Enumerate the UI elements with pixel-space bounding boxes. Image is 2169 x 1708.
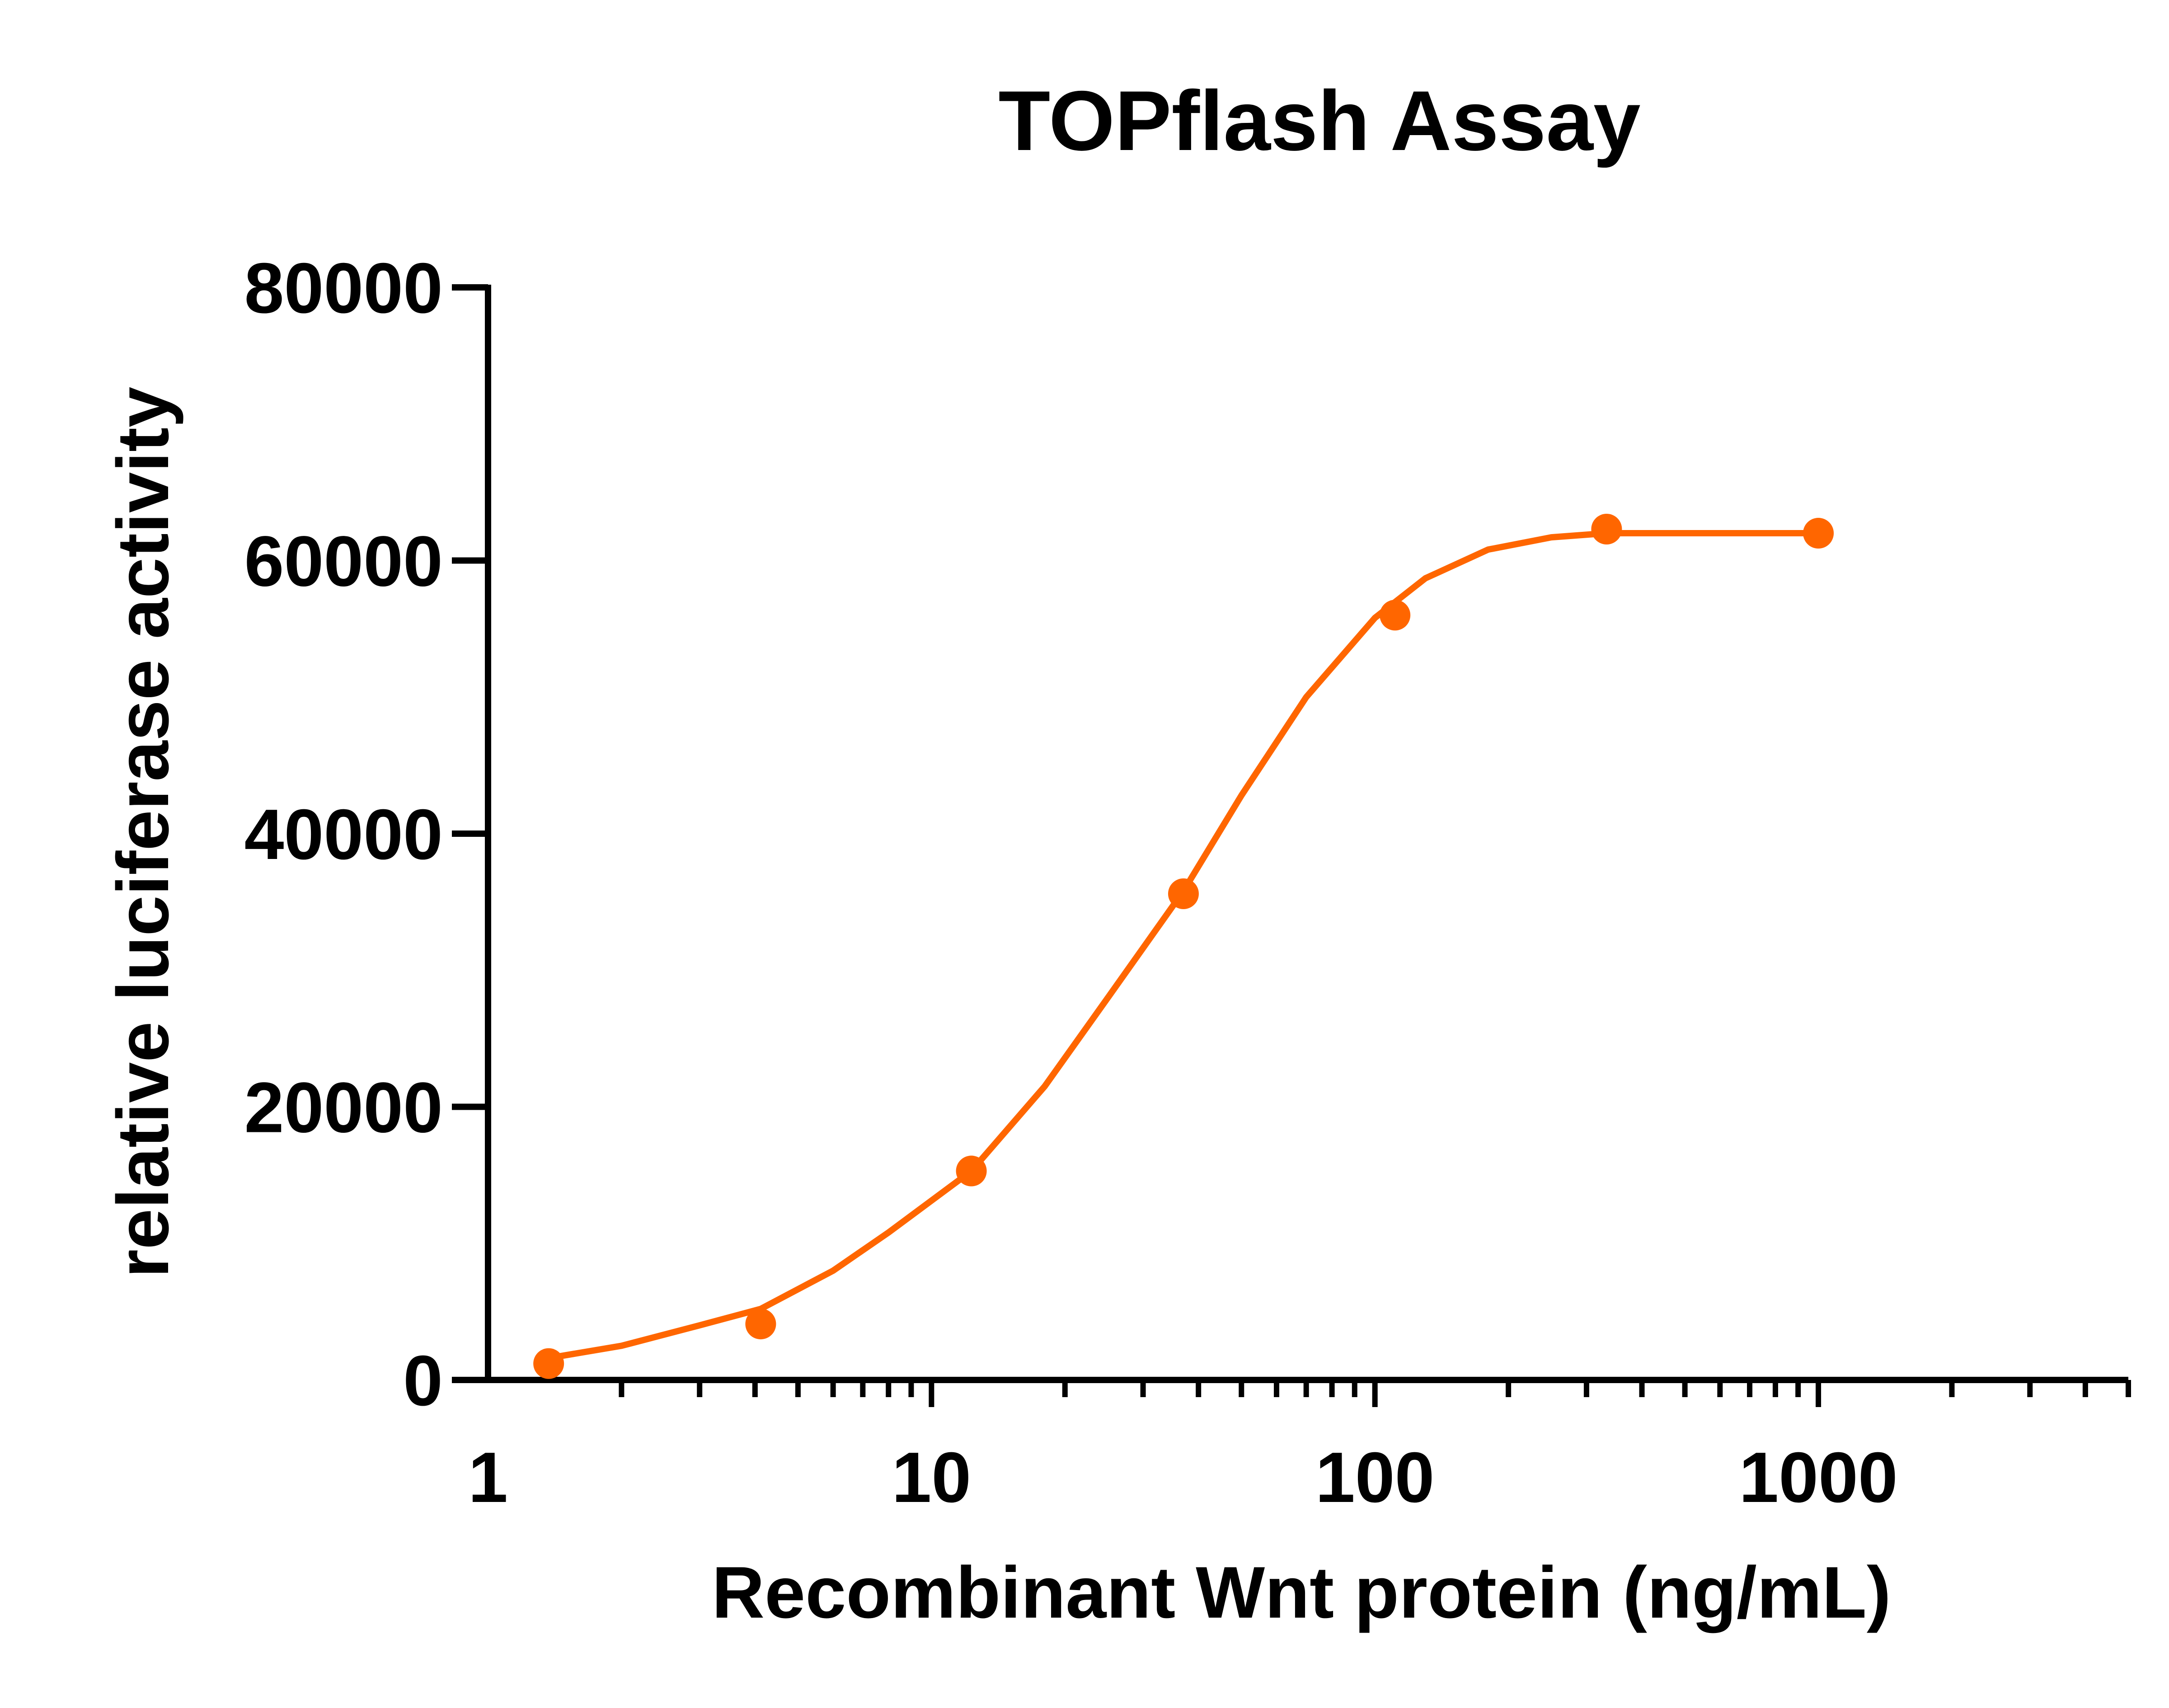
x-tick-label: 10 (892, 1438, 971, 1517)
y-tick-label: 60000 (244, 522, 443, 601)
data-points (533, 513, 1834, 1379)
y-tick-label: 40000 (244, 795, 443, 874)
data-point (1168, 878, 1199, 909)
y-tick-label: 80000 (244, 249, 443, 328)
data-point (745, 1309, 776, 1340)
data-point (1803, 518, 1834, 549)
y-tick-label: 20000 (244, 1068, 443, 1148)
data-point (1380, 600, 1411, 631)
axes (485, 285, 2128, 1383)
y-axis-label-group: relative luciferase activity (102, 387, 184, 1278)
x-ticks: 1 10 100 1000 (468, 1380, 2131, 1517)
x-axis-label: Recombinant Wnt protein (ng/mL) (712, 1552, 1891, 1633)
y-tick-label: 0 (403, 1341, 443, 1421)
x-tick-label: 1 (468, 1438, 508, 1517)
data-point (533, 1348, 564, 1379)
y-ticks: 0 20000 40000 60000 80000 (244, 249, 488, 1421)
chart-title: TOPflash Assay (998, 73, 1640, 168)
fit-curve (545, 530, 1822, 1361)
data-point (956, 1155, 987, 1187)
data-point (1591, 513, 1622, 544)
x-tick-label: 100 (1315, 1438, 1435, 1517)
y-axis-label: relative luciferase activity (102, 387, 184, 1278)
x-tick-label: 1000 (1739, 1438, 1898, 1517)
